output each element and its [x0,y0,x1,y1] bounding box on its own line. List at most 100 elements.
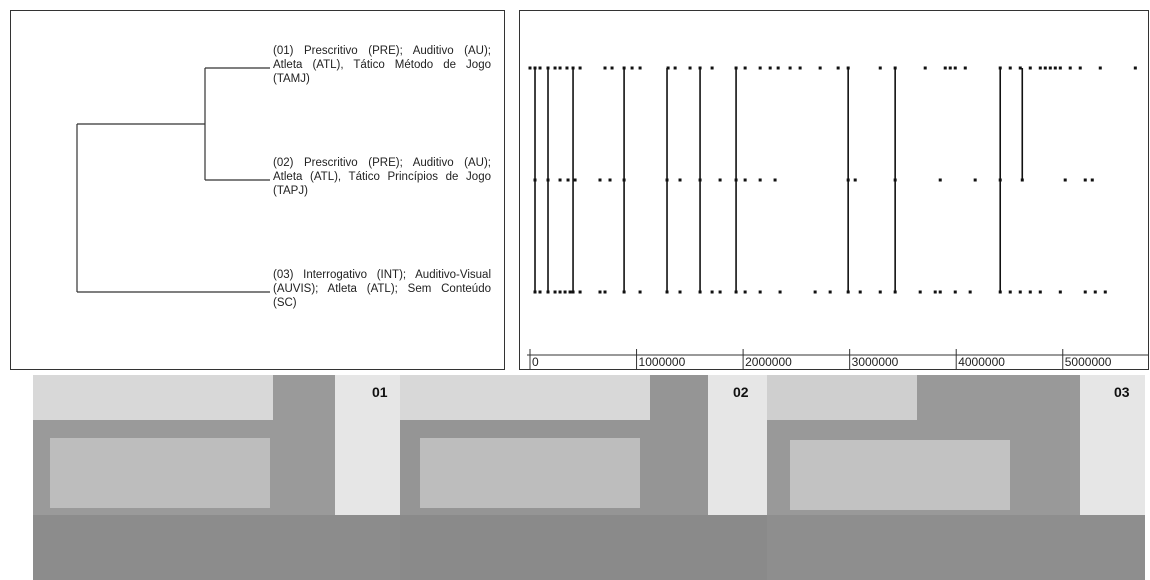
event [828,290,832,294]
leaf-label: (02) Prescritivo (PRE); Auditivo (AU); A… [273,157,491,197]
event [743,66,747,70]
event [1058,66,1062,70]
photo [33,375,400,580]
event [1018,66,1022,70]
photo [400,375,767,580]
event [553,290,557,294]
event [953,66,957,70]
event [710,290,714,294]
event [1028,290,1032,294]
x-tick-label: 3000000 [852,355,899,369]
event [546,178,550,182]
event [1063,178,1067,182]
event [788,66,792,70]
photos: 01 02 03 [33,375,1145,580]
event [678,290,682,294]
event [734,66,738,70]
event [698,290,702,294]
event [538,66,542,70]
timeline-frame [519,10,1149,370]
event [743,178,747,182]
event [953,290,957,294]
event [568,290,572,294]
event [533,290,537,294]
event [673,66,677,70]
event [665,290,669,294]
event [571,290,575,294]
event [798,66,802,70]
event [858,290,862,294]
event [813,290,817,294]
event [610,66,614,70]
event [1028,66,1032,70]
event [565,66,569,70]
event [1078,66,1082,70]
event [998,178,1002,182]
event [846,66,850,70]
event [578,66,582,70]
leaf-label: (01) Prescritivo (PRE); Auditivo (AU); A… [273,45,491,85]
event [768,66,772,70]
event [571,66,575,70]
event [758,290,762,294]
event [622,290,626,294]
event [665,178,669,182]
event [1083,290,1087,294]
event [558,290,562,294]
event [853,178,857,182]
event [1008,290,1012,294]
event [734,290,738,294]
event [846,290,850,294]
event [968,290,972,294]
x-tick-label: 2000000 [745,355,792,369]
event [598,290,602,294]
x-tick-label: 1000000 [639,355,686,369]
event [918,290,922,294]
event [893,178,897,182]
event [1083,178,1087,182]
event [558,66,562,70]
event [943,66,947,70]
event [1058,290,1062,294]
event [573,178,577,182]
event [688,66,692,70]
event [938,290,942,294]
event [563,290,567,294]
event [948,66,952,70]
event [998,290,1002,294]
photo-label: 01 [372,384,388,400]
event [566,178,570,182]
event [533,66,537,70]
event [773,178,777,182]
event [603,290,607,294]
event [778,290,782,294]
event [1093,290,1097,294]
event [698,178,702,182]
timeline: 0 1000000 2000000 3000000 4000000 5000000 [528,66,1137,370]
event [998,66,1002,70]
dendrogram [76,67,270,293]
event [546,290,550,294]
event [734,178,738,182]
event [973,178,977,182]
event [893,66,897,70]
photo-label: 02 [733,384,749,400]
event [608,178,612,182]
event [1133,66,1137,70]
event [836,66,840,70]
event [558,178,562,182]
event [878,66,882,70]
x-tick-label: 4000000 [958,355,1005,369]
event [1020,178,1024,182]
event [1038,290,1042,294]
event [938,178,942,182]
event [1053,66,1057,70]
event [1068,66,1072,70]
photo-label: 03 [1114,384,1130,400]
event [718,178,722,182]
event [1048,66,1052,70]
event [1103,290,1107,294]
event [1043,66,1047,70]
event [878,290,882,294]
event [758,66,762,70]
